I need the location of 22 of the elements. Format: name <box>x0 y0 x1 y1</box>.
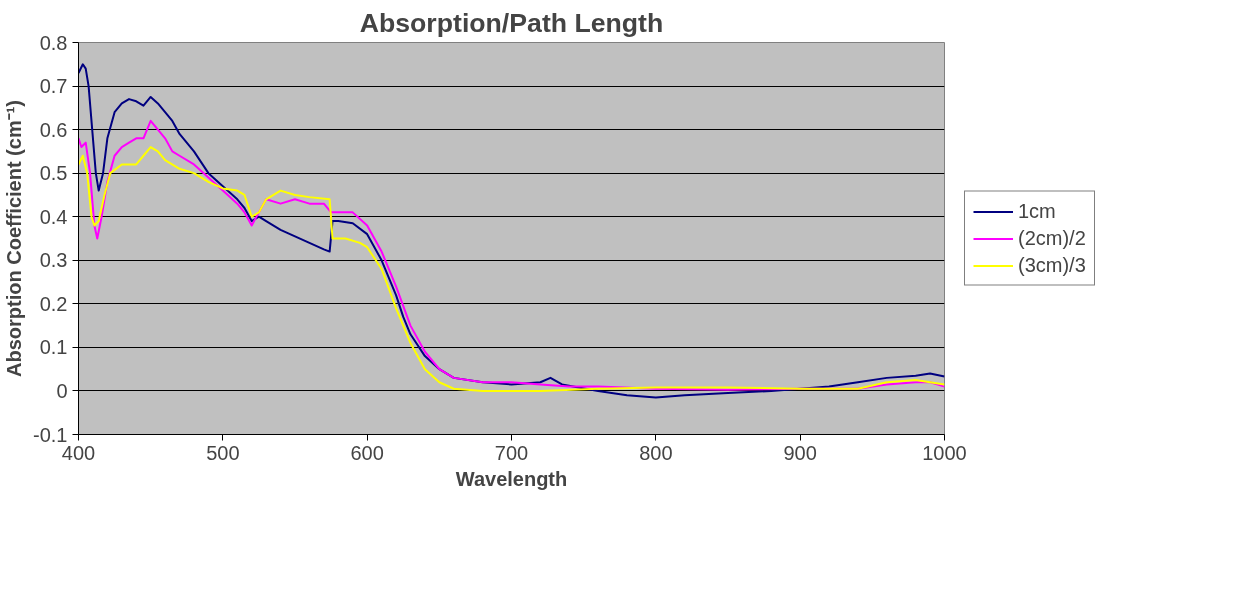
line-series <box>78 63 945 399</box>
y-tick-label: 0.2 <box>39 292 68 315</box>
x-axis-title: Wavelength <box>455 467 568 490</box>
y-tick-label: 0.8 <box>39 31 68 54</box>
legend-label: (3cm)/3 <box>1018 253 1086 277</box>
chart-title: Absorption/Path Length <box>359 7 664 38</box>
x-tick-label: 500 <box>206 441 240 464</box>
legend-label: (2cm)/2 <box>1018 226 1086 250</box>
y-tick-label: 0.6 <box>39 118 68 141</box>
y-axis-title: Absorption Coefficient (cm⁻¹) <box>3 100 26 377</box>
y-tick-label: 0.1 <box>39 336 68 359</box>
x-tick-label: 1000 <box>922 441 967 464</box>
y-tick-label: 0.4 <box>39 205 68 228</box>
x-tick-label: 600 <box>350 441 384 464</box>
y-tick-label: 0.3 <box>39 249 68 272</box>
y-tick-label: 0 <box>56 379 68 402</box>
x-tick-label: 800 <box>639 441 673 464</box>
legend-label: 1cm <box>1018 199 1056 223</box>
x-tick-label: 900 <box>783 441 817 464</box>
y-tick-label: 0.7 <box>39 75 68 98</box>
y-tick-label: 0.5 <box>39 162 68 185</box>
x-tick-label: 700 <box>494 441 529 464</box>
